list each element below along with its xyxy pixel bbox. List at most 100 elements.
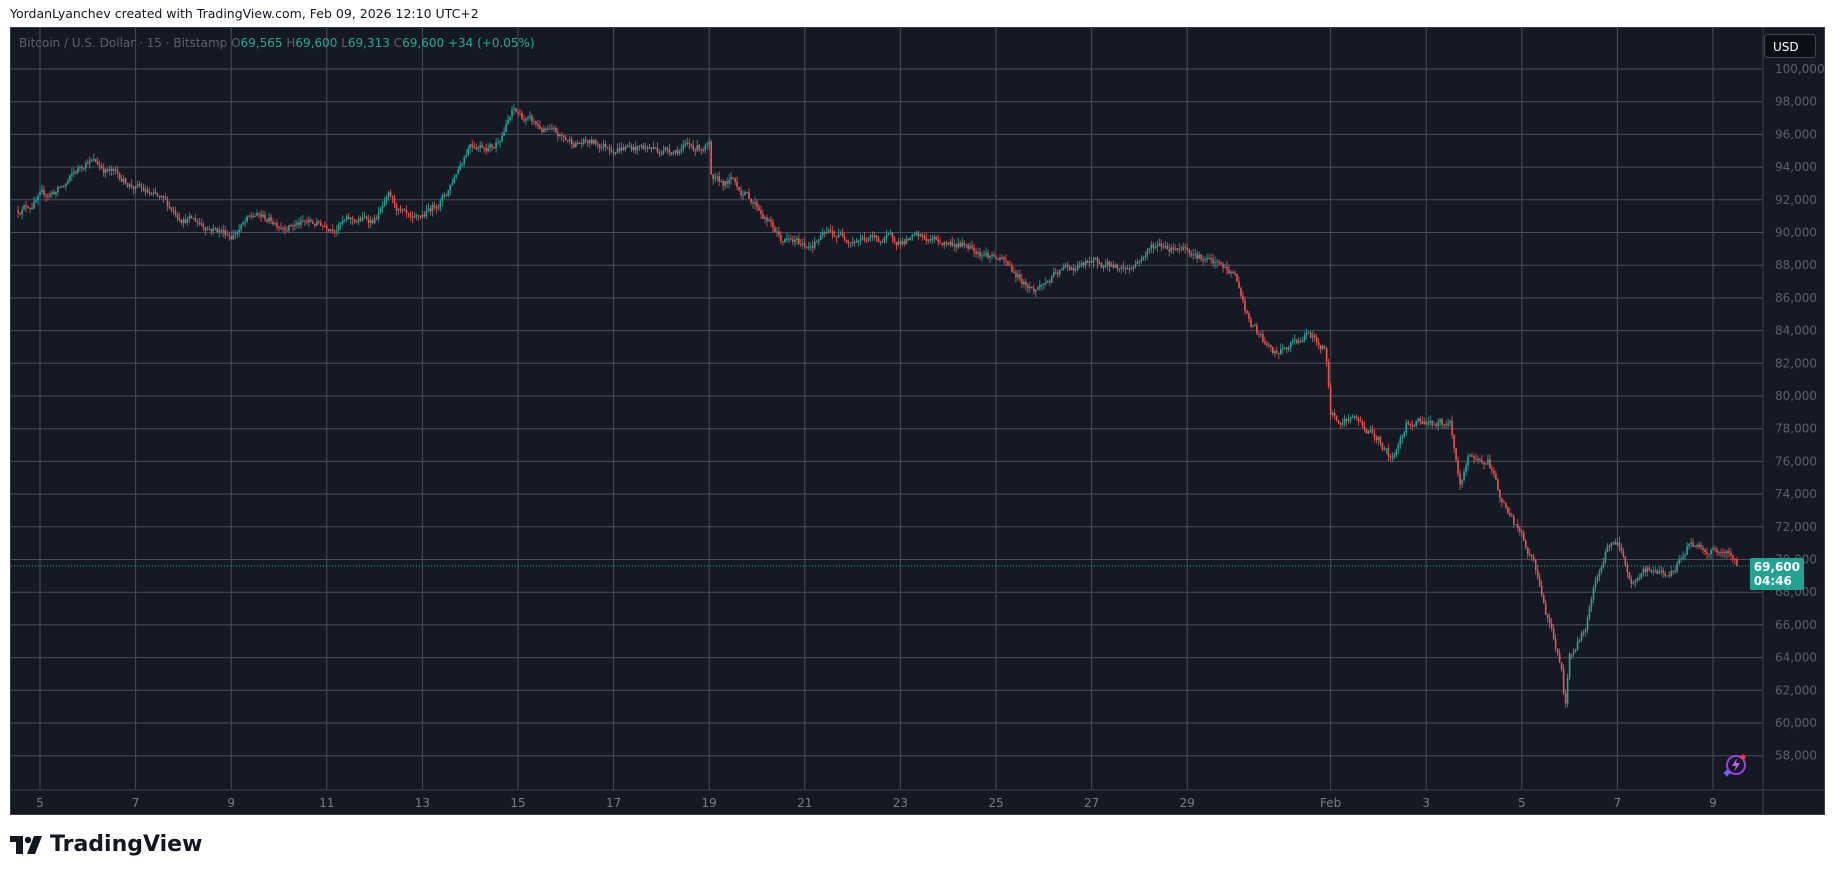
candle-body [1335, 415, 1338, 420]
candle-body [1313, 335, 1316, 338]
candle-body [1321, 345, 1324, 350]
candle-body [1538, 577, 1541, 586]
candle-body [1471, 455, 1473, 457]
candle-body [1317, 342, 1320, 346]
candle-body [1395, 449, 1398, 456]
candle-body [160, 195, 163, 197]
candle-body [1447, 423, 1449, 426]
candle-body [393, 197, 396, 205]
candle-body [1206, 258, 1208, 260]
candle-body [1291, 340, 1294, 343]
candle-body [1409, 423, 1412, 425]
candle-body [258, 212, 260, 214]
candle-body [618, 148, 621, 151]
candle-body [726, 181, 728, 184]
candle-body [43, 189, 45, 195]
candle-body [664, 147, 667, 151]
candle-body [891, 233, 894, 238]
candle-body [1405, 422, 1408, 433]
candle-body [1728, 551, 1730, 553]
candle-body [25, 205, 27, 207]
candle-body [435, 206, 438, 209]
candle-body [1499, 490, 1501, 499]
candle-body [813, 241, 816, 248]
currency-button[interactable]: USD [1764, 34, 1816, 58]
y-tick-label: 72,000 [1775, 520, 1817, 534]
candle-body [1041, 284, 1043, 286]
candle-body [1315, 337, 1318, 343]
candle-body [1375, 437, 1378, 440]
candle-body [1044, 282, 1047, 284]
candle-body [1341, 423, 1344, 425]
candle-body [927, 239, 930, 241]
candle-body [96, 161, 99, 166]
candle-body [714, 177, 716, 180]
candle-body [873, 235, 876, 237]
candle-body [889, 233, 892, 235]
candle-body [807, 247, 810, 249]
candle-body [1154, 247, 1157, 249]
candle-body [865, 240, 868, 242]
candle-body [614, 152, 617, 154]
candle-body [1204, 259, 1206, 261]
candle-body [132, 186, 135, 189]
candle-body [1359, 421, 1362, 423]
candle-body [439, 200, 442, 208]
candle-body [730, 177, 732, 180]
candle-body [1712, 548, 1714, 551]
chart-panel[interactable]: 58,00060,00062,00064,00066,00068,00070,0… [10, 27, 1825, 815]
candle-body [310, 219, 312, 222]
candle-body [811, 246, 814, 248]
candle-body [1652, 571, 1655, 573]
candle-body [967, 244, 969, 249]
candle-body [306, 221, 308, 223]
candle-body [1556, 648, 1559, 654]
candle-body [939, 242, 942, 244]
candle-body [1694, 545, 1696, 547]
candle-body [268, 217, 270, 222]
candle-body [1086, 261, 1089, 263]
candle-body [1622, 551, 1625, 557]
candle-body [1015, 273, 1017, 278]
candle-body [1640, 573, 1643, 579]
candle-body [49, 194, 51, 197]
candle-body [365, 216, 368, 220]
candle-body [1311, 335, 1314, 338]
candle-body [845, 239, 848, 243]
candle-body [220, 230, 223, 232]
candle-body [1056, 272, 1059, 275]
candle-body [680, 149, 683, 152]
candle-body [728, 179, 730, 184]
candle-body [1439, 419, 1441, 423]
chart-canvas[interactable]: 58,00060,00062,00064,00066,00068,00070,0… [11, 28, 1824, 814]
candle-body [367, 219, 370, 224]
candle-body [1455, 448, 1457, 461]
candle-body [1630, 578, 1633, 584]
candle-body [600, 147, 603, 149]
candle-body [122, 178, 125, 182]
candle-body [463, 157, 466, 164]
candle-body [1098, 262, 1101, 264]
candle-body [329, 229, 332, 231]
candle-body [200, 223, 203, 225]
ohlc-legend: Bitcoin / U.S. Dollar · 15 · Bitstamp O6… [19, 36, 535, 50]
candle-body [182, 219, 185, 224]
candle-body [1297, 341, 1300, 343]
candle-body [1451, 420, 1453, 435]
candle-body [1182, 246, 1185, 250]
candle-body [31, 208, 33, 210]
candle-body [1186, 248, 1188, 250]
tradingview-logo[interactable]: TradingView [10, 832, 202, 857]
candle-body [559, 134, 561, 137]
candle-body [1270, 345, 1272, 347]
lightning-sparkle-icon[interactable] [1722, 752, 1748, 778]
candle-body [248, 215, 250, 217]
candle-body [521, 113, 523, 120]
candle-body [246, 216, 248, 222]
candle-body [1256, 325, 1258, 334]
candle-body [1521, 531, 1523, 533]
candle-body [1698, 544, 1700, 547]
candle-body [266, 219, 268, 222]
candle-body [102, 168, 105, 173]
candle-body [312, 221, 314, 224]
